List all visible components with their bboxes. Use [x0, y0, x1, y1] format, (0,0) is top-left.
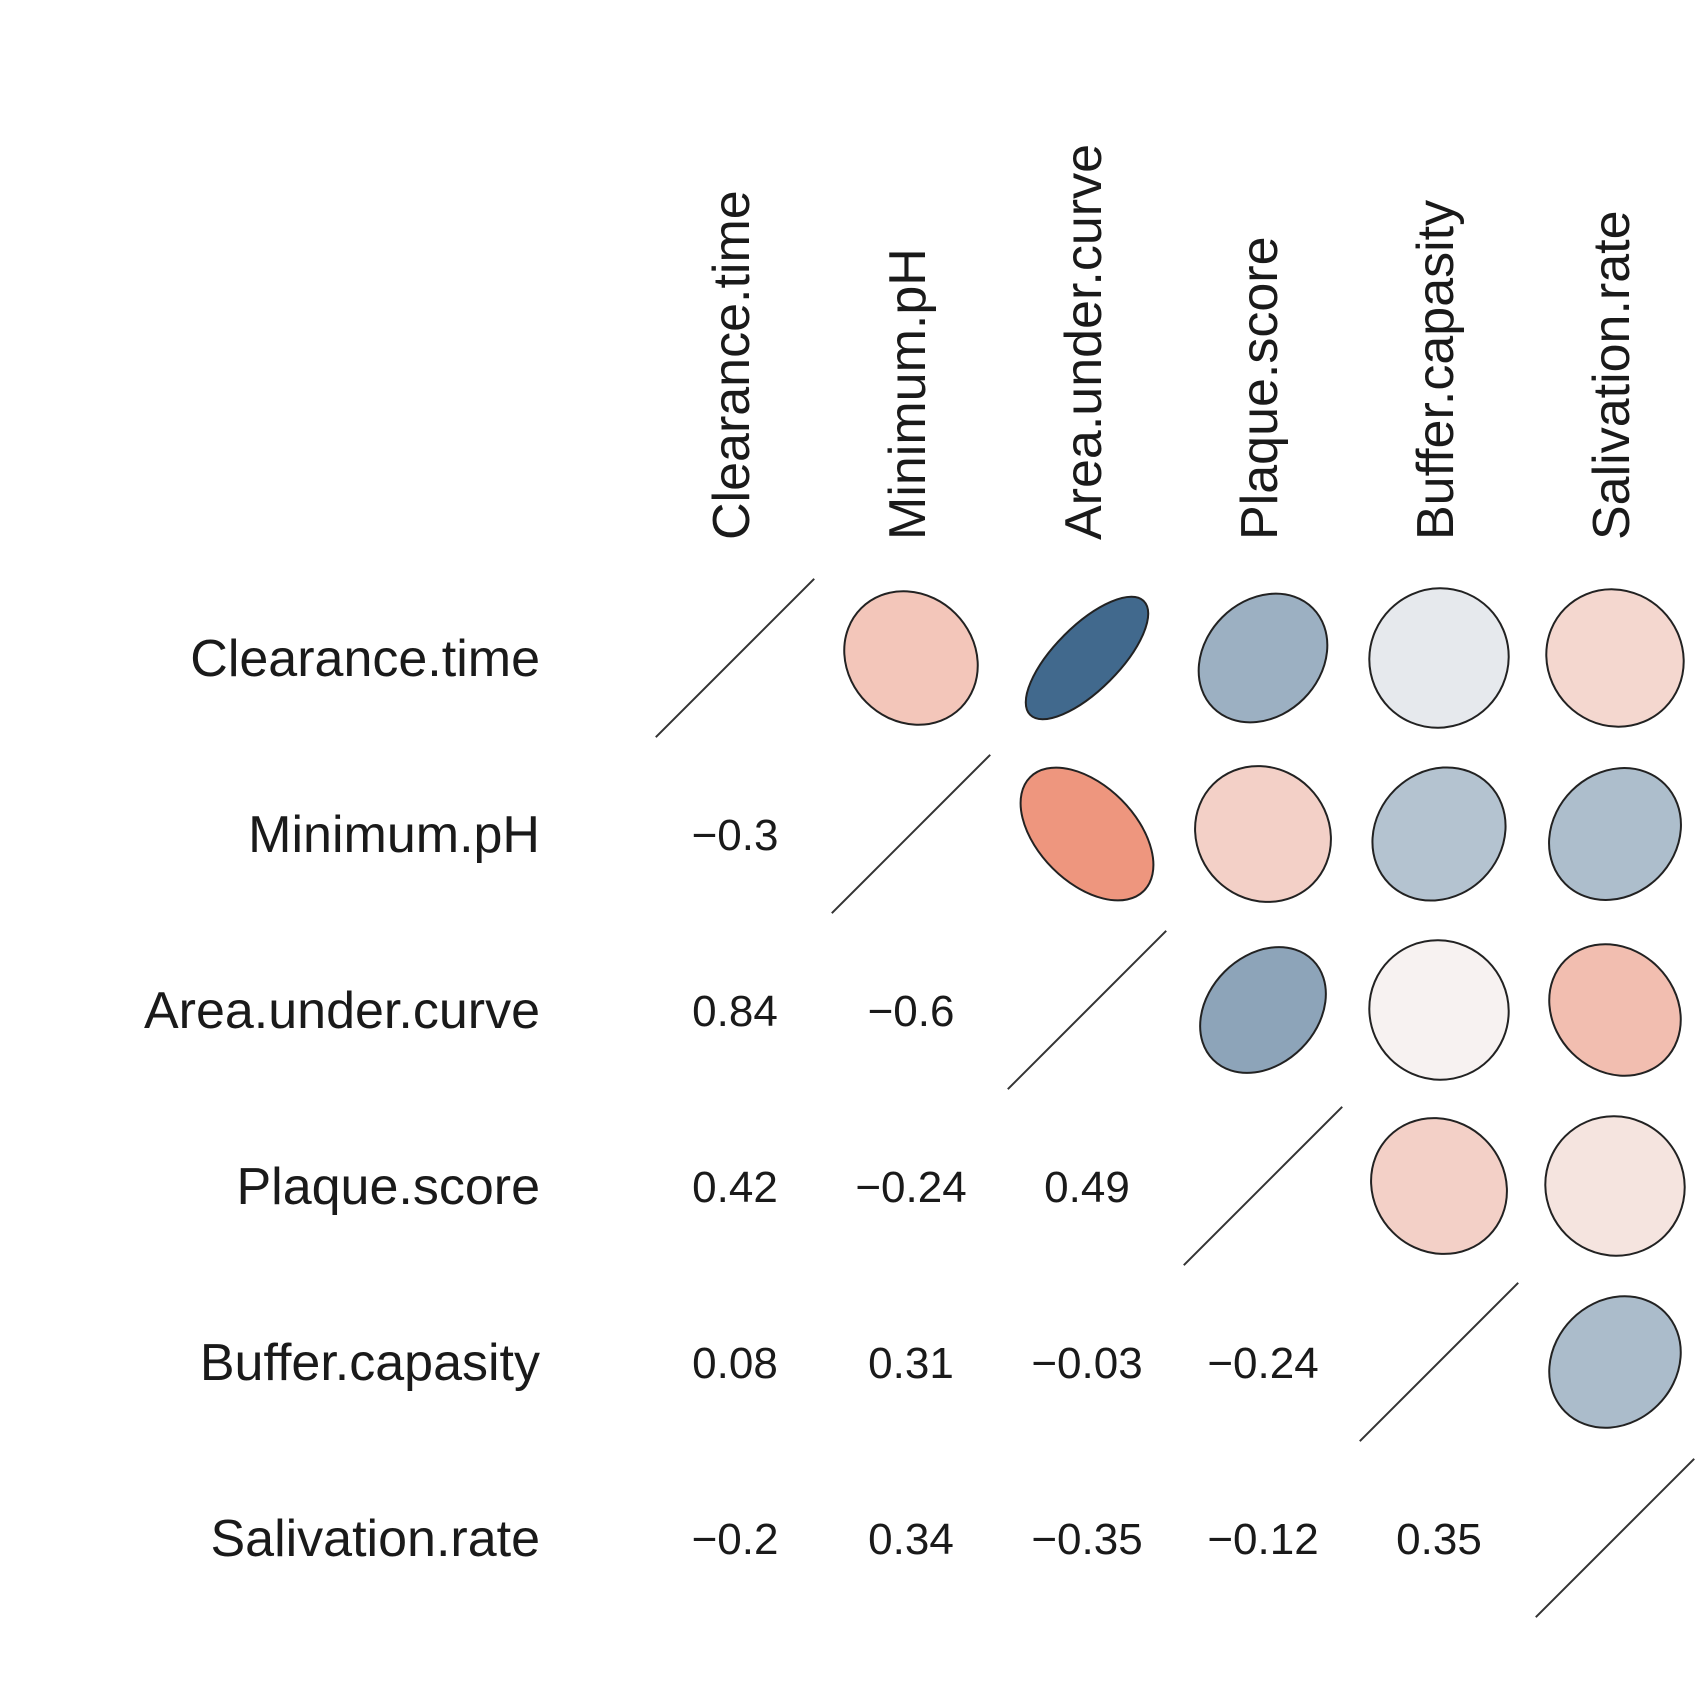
- corr-ellipse-2-5: [1548, 943, 1682, 1077]
- column-label-buffer-capasity: Buffer.capasity: [1407, 200, 1465, 540]
- corr-ellipse-0-4: [1368, 587, 1510, 729]
- diagonal-slash: [1535, 1458, 1695, 1618]
- column-label-area-under-curve: Area.under.curve: [1055, 144, 1113, 540]
- corr-value-5-2: −0.35: [1031, 1515, 1142, 1564]
- corr-value-5-0: −0.2: [692, 1515, 779, 1564]
- corr-value-3-1: −0.24: [855, 1163, 966, 1212]
- column-label-minimum-ph: Minimum.pH: [879, 248, 937, 540]
- corr-value-5-3: −0.12: [1207, 1515, 1318, 1564]
- corr-value-4-0: 0.08: [692, 1339, 778, 1388]
- corr-ellipse-1-3: [1194, 765, 1332, 903]
- row-label-salivation-rate: Salivation.rate: [210, 1510, 540, 1568]
- corr-value-5-4: 0.35: [1396, 1515, 1482, 1564]
- matrix-cells: −0.3 0.84 −0.6 0.42 −0.24 0.49 0.08 0.31 −0.03 −0…: [655, 578, 1695, 1618]
- diagonal-slash: [1007, 930, 1167, 1090]
- row-label-area-under-curve: Area.under.curve: [144, 982, 540, 1040]
- corr-value-1-0: −0.3: [692, 811, 779, 860]
- corr-value-2-1: −0.6: [868, 987, 955, 1036]
- row-label-buffer-capasity: Buffer.capasity: [200, 1334, 540, 1392]
- corr-value-3-2: 0.49: [1044, 1163, 1130, 1212]
- row-label-minimum-ph: Minimum.pH: [248, 806, 540, 864]
- corr-ellipse-4-5: [1548, 1295, 1682, 1429]
- corr-value-3-0: 0.42: [692, 1163, 778, 1212]
- corr-value-2-0: 0.84: [692, 987, 778, 1036]
- column-labels: Clearance.time Minimum.pH Area.under.curve…: [703, 144, 1641, 540]
- corr-ellipse-0-3: [1197, 592, 1329, 724]
- corr-value-4-2: −0.03: [1031, 1339, 1142, 1388]
- corr-ellipse-1-2: [1019, 766, 1155, 902]
- corr-ellipse-0-5: [1545, 588, 1685, 728]
- diagonal-slash: [1183, 1106, 1343, 1266]
- column-label-plaque-score: Plaque.score: [1231, 236, 1289, 540]
- corr-value-4-3: −0.24: [1207, 1339, 1318, 1388]
- row-label-plaque-score: Plaque.score: [236, 1158, 540, 1216]
- diagonal-slash: [655, 578, 815, 738]
- corr-ellipse-3-4: [1370, 1117, 1508, 1255]
- corr-ellipse-2-4: [1368, 939, 1510, 1081]
- corr-value-5-1: 0.34: [868, 1515, 954, 1564]
- corr-ellipse-3-5: [1544, 1115, 1686, 1257]
- row-label-clearance-time: Clearance.time: [190, 630, 540, 688]
- diagonal-slash: [1359, 1282, 1519, 1442]
- diagonal-slash: [831, 754, 991, 914]
- row-labels: Clearance.time Minimum.pH Area.under.curve…: [144, 630, 540, 1568]
- corr-ellipse-1-5: [1548, 767, 1682, 901]
- corr-ellipse-0-2: [1024, 595, 1150, 721]
- column-label-clearance-time: Clearance.time: [703, 190, 761, 540]
- corr-value-4-1: 0.31: [868, 1339, 954, 1388]
- corr-ellipse-0-1: [843, 590, 979, 726]
- column-label-salivation-rate: Salivation.rate: [1583, 210, 1641, 540]
- corr-ellipse-2-3: [1199, 946, 1327, 1074]
- corr-ellipse-1-4: [1371, 766, 1507, 902]
